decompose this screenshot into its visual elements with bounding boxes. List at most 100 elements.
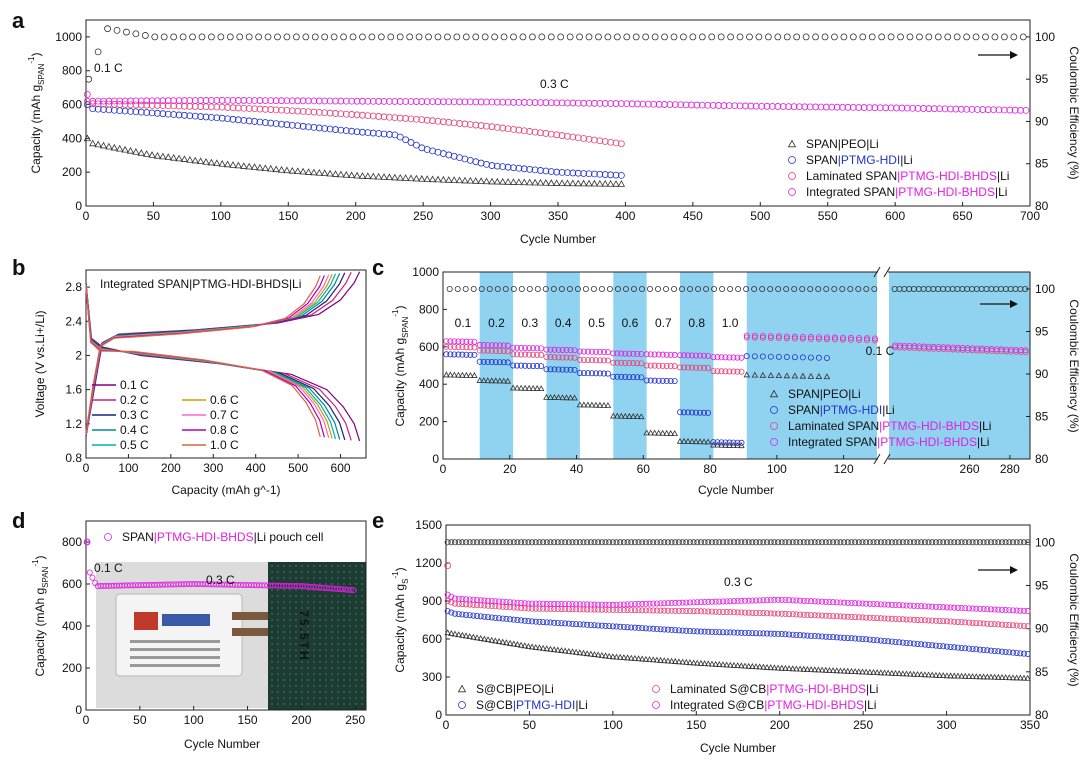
point-cap [756,663,763,670]
point-ce [954,539,961,546]
led-grid-dot [331,607,333,609]
led-grid-dot [295,655,297,657]
point-cap [734,629,741,636]
point-ce [711,285,718,292]
point-cap [488,614,495,621]
point-cap [815,373,823,379]
point-cap [256,105,264,113]
led-grid-dot [325,649,327,651]
led-grid-dot [355,631,357,633]
led-grid-dot [301,607,303,609]
point-cap [610,350,617,357]
point-cap [863,614,870,621]
point-cap [815,633,822,640]
led-grid-dot [349,649,351,651]
point-cap [1002,648,1009,655]
point-cap [679,599,686,606]
point-cap [799,333,806,340]
point-ce [650,539,657,546]
point-cap [909,104,917,112]
point-cap [833,599,840,606]
legend-label: SPAN|PEO|Li [788,387,861,401]
point-cap [855,336,862,343]
point-cap [647,362,654,369]
point-cap [782,631,789,638]
point-cap [547,179,555,186]
point-cap [602,622,609,629]
point-ce [951,539,958,546]
point-cap [664,607,671,614]
led-grid-dot [313,661,315,663]
led-grid-dot [349,667,351,669]
point-cap [624,607,631,614]
point-cap [472,177,480,184]
point-cap [790,103,798,111]
point-ce [797,539,804,546]
rate-band [479,272,514,459]
cell-label-icon [162,614,210,626]
point-cap [565,647,573,654]
point-cap [148,101,156,109]
point-cap [492,342,499,349]
point-cap [860,104,868,111]
led-grid-dot [295,643,297,645]
point-cap [730,661,738,668]
point-cap [921,641,928,648]
point-cap [694,659,701,666]
point-cap [831,334,838,341]
point-cap [540,619,547,626]
led-grid-dot [319,703,321,705]
point-cap [402,115,410,122]
point-cap [579,179,588,187]
point-cap [574,99,582,107]
point-cap [493,123,501,131]
led-grid-dot [343,583,345,585]
y-tick-label: 400 [419,377,439,391]
point-cap [342,97,350,105]
led-grid-dot [277,571,279,573]
point-cap [807,335,814,342]
point-cap [536,618,543,625]
point-cap [563,179,572,187]
point-cap [708,598,715,605]
point-cap [564,169,571,177]
point-cap [369,97,377,105]
point-cap [726,354,733,361]
led-grid-dot [343,637,345,639]
point-cap [439,175,448,183]
point-cap [159,152,167,160]
point-cap [609,623,616,630]
point-cap [159,110,167,118]
point-cap [588,357,595,364]
point-cap [697,409,704,416]
point-cap [569,648,576,655]
led-grid-dot [355,619,357,621]
point-cap [466,633,473,640]
point-ce [965,539,972,546]
point-ce [852,539,859,546]
point-cap [580,170,588,177]
x-tick-label: 260 [960,462,980,476]
point-cap [623,100,631,108]
point-ce [791,285,798,292]
point-cap [767,630,774,637]
point-cap [1022,106,1030,114]
point-cap [622,359,629,366]
point-cap [719,661,727,668]
led-grid-dot [301,619,303,621]
point-cap [543,600,550,607]
point-cap [696,438,704,445]
point-cap [492,614,499,621]
led-grid-dot [325,577,327,579]
point-cap [509,384,517,391]
point-ce [697,539,704,546]
legend-marker [770,406,778,414]
point-ce [698,33,706,41]
led-grid-dot [319,637,321,639]
led-grid-dot [343,655,345,657]
point-cap [613,412,621,419]
point-ce [973,539,980,546]
point-cap [83,91,91,98]
point-cap [811,633,818,640]
point-ce [745,539,752,546]
